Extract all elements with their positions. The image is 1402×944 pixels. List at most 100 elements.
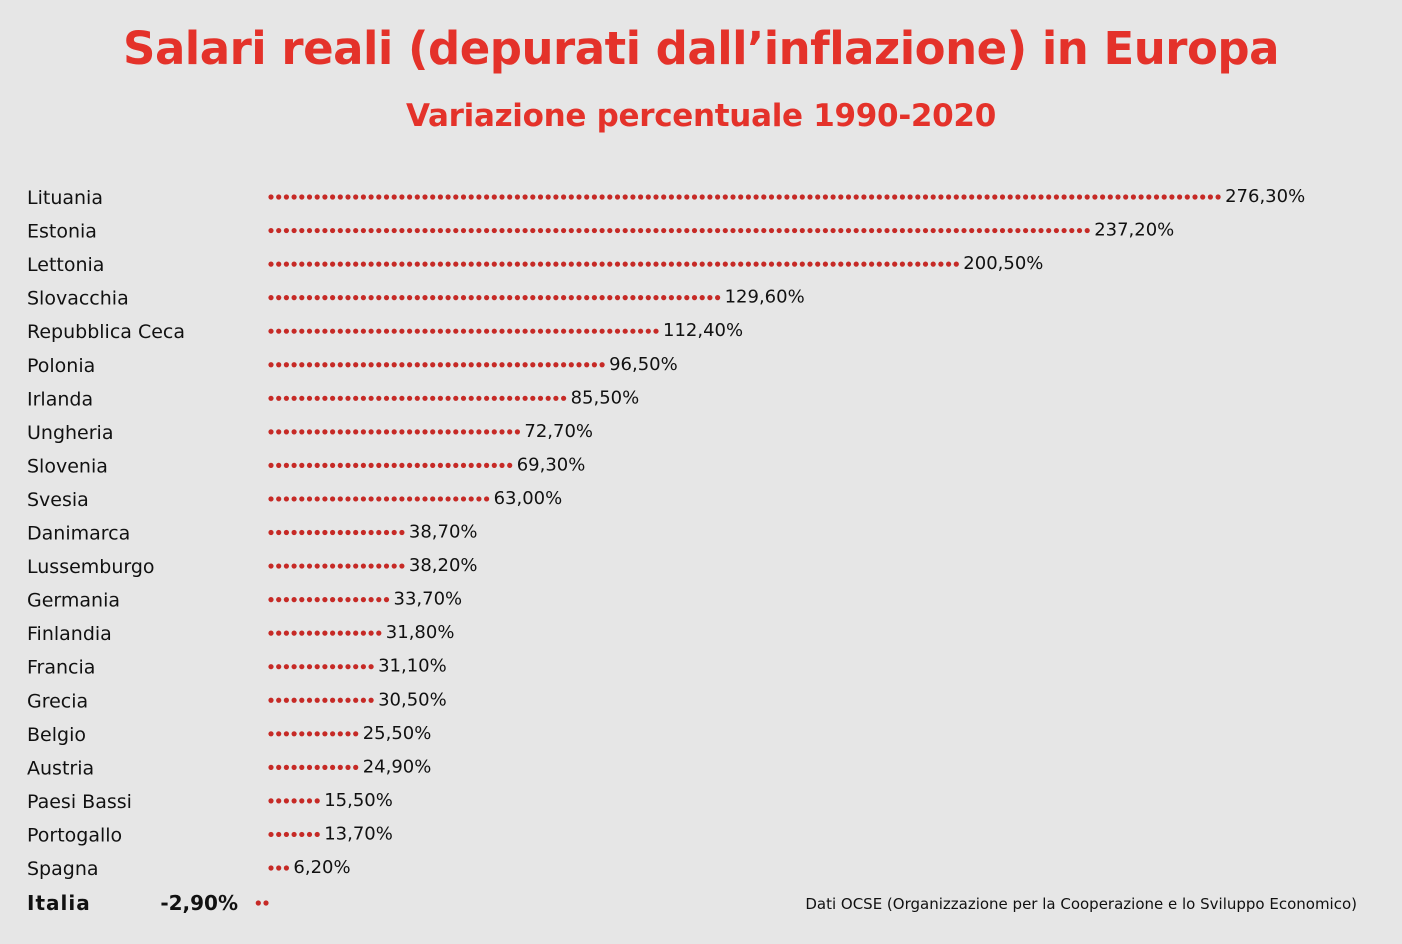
bar-dot <box>299 362 305 368</box>
bar-dot <box>491 227 497 234</box>
bar-dot <box>337 328 343 334</box>
bar-dot <box>1023 194 1029 200</box>
bar-dot <box>306 261 313 267</box>
bar-dot <box>484 362 490 368</box>
bar-dot <box>453 462 459 468</box>
bar-dot <box>345 227 351 234</box>
bar-dot <box>430 328 436 334</box>
bar-dot <box>437 194 443 200</box>
bar-dot <box>999 194 1006 200</box>
bar-dot <box>892 194 898 200</box>
bar-dot <box>322 764 328 770</box>
bar-dot <box>661 194 667 200</box>
bar-dot <box>545 194 551 200</box>
bar-dot <box>291 227 297 234</box>
bar-dot <box>622 194 628 200</box>
bar-dot <box>553 261 559 267</box>
bar-dot <box>476 429 482 435</box>
bar-dot <box>561 194 567 200</box>
bar-dot <box>391 328 397 334</box>
bar-dot <box>691 295 698 301</box>
bar-dot <box>291 194 297 200</box>
bar-dot <box>283 227 289 234</box>
bar-dot <box>337 529 343 536</box>
bar-dot <box>337 395 343 401</box>
bar-dot <box>314 831 320 838</box>
bar-dot <box>407 362 413 368</box>
category-label: Belgio <box>27 724 86 746</box>
category-label: Lussemburgo <box>27 556 155 578</box>
bar-dot <box>353 597 359 603</box>
bar-dot <box>360 462 366 468</box>
bar-dot <box>468 429 474 435</box>
bar-dot <box>638 328 644 334</box>
bar-dot <box>345 496 351 502</box>
bar-dot <box>383 429 390 435</box>
bar-dot <box>353 227 359 234</box>
category-label: Italia <box>27 891 91 915</box>
bar-dot <box>322 529 328 536</box>
bar-dot <box>1015 194 1021 200</box>
bar-dot <box>584 328 590 334</box>
bar-dot <box>1015 227 1021 234</box>
bar-dot <box>699 261 705 267</box>
bar-dot <box>738 194 744 200</box>
bar-dot <box>514 194 521 200</box>
bar-dot <box>283 764 289 770</box>
value-label: 30,50% <box>378 689 447 710</box>
bar-dot <box>414 362 420 368</box>
bar-dot <box>992 194 998 200</box>
bar-dot <box>268 764 274 770</box>
bar-dot <box>537 194 544 200</box>
bar-dot <box>337 664 343 670</box>
bar-dot <box>476 295 482 301</box>
bar-dot <box>437 395 443 401</box>
bar-dot <box>599 362 605 368</box>
bar-dot <box>976 194 983 200</box>
bar-dot <box>345 462 351 468</box>
bar-dot <box>599 295 605 301</box>
value-label: 72,70% <box>524 421 593 442</box>
bar-dot <box>376 429 382 435</box>
bar-dot <box>299 563 305 569</box>
value-label: 31,80% <box>386 622 455 643</box>
bar-dot <box>530 227 536 234</box>
bar-dot <box>507 429 513 435</box>
chart-subtitle: Variazione percentuale 1990-2020 <box>406 98 996 134</box>
value-label: 69,30% <box>517 454 586 475</box>
bar-dot <box>360 395 366 401</box>
bar-dot <box>376 395 382 401</box>
bar-dot <box>330 496 336 502</box>
bar-dot <box>437 295 443 301</box>
bar-dot <box>291 328 297 334</box>
bar-dot <box>299 529 305 536</box>
bar-dot <box>368 496 374 502</box>
bar-dot <box>484 194 490 200</box>
category-label: Spagna <box>27 858 99 880</box>
bar-dot <box>668 295 675 301</box>
bar-dot <box>522 227 528 234</box>
value-label: 33,70% <box>394 589 463 610</box>
bar-dot <box>314 630 320 636</box>
bar-dot <box>1084 227 1090 234</box>
bar-dot <box>376 295 382 301</box>
bar-dot <box>1030 227 1036 234</box>
bar-dot <box>561 328 567 334</box>
bar-dot <box>322 462 328 468</box>
bar-dot <box>437 261 443 267</box>
bar-dot <box>953 261 959 267</box>
category-label: Polonia <box>27 355 95 377</box>
bar-dot <box>745 261 752 267</box>
bar-dot <box>299 798 305 804</box>
bar-dot <box>353 261 359 267</box>
category-label: Francia <box>27 657 95 679</box>
bar-dot <box>699 227 705 234</box>
bar-dot <box>399 295 405 301</box>
bar-dot <box>445 496 451 502</box>
bar-dot <box>353 764 359 770</box>
bar-dot <box>314 295 320 301</box>
bar-dot <box>892 261 898 267</box>
bar-dot <box>815 194 821 200</box>
bar-dot <box>322 429 328 435</box>
